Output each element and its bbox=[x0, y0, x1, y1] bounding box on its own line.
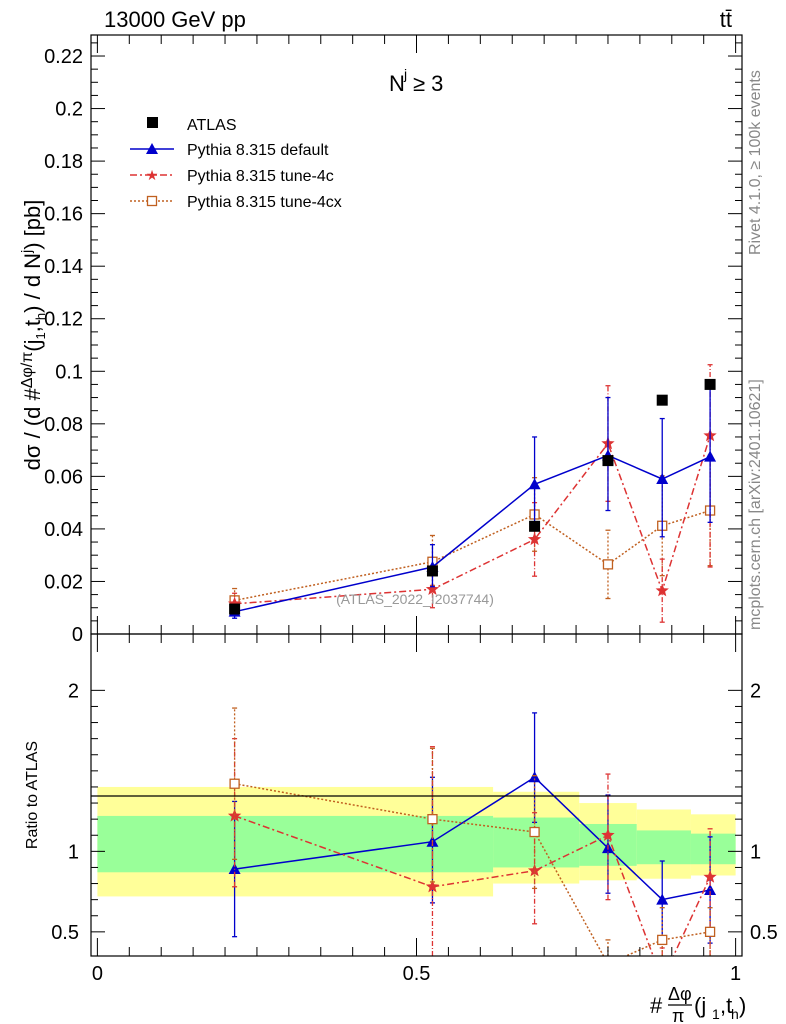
ratio-green-band bbox=[636, 830, 691, 865]
main-mc-1-point bbox=[528, 478, 541, 490]
main-y-tick-label: 0.04 bbox=[44, 519, 83, 541]
ratio-y-axis-label: Ratio to ATLAS bbox=[24, 741, 41, 849]
ratio-mc-2-point bbox=[704, 926, 716, 937]
ratio-axes: 0.5 0.5 1 1 2 2 0 0.5 1 bbox=[51, 634, 778, 985]
main-y-tick-label: 0.06 bbox=[44, 466, 83, 488]
header-process-label: tt̄ bbox=[720, 7, 732, 32]
ratio-mc-0-point bbox=[228, 863, 241, 875]
main-atlas-point bbox=[529, 520, 541, 532]
ratio-mc-2-series bbox=[229, 707, 716, 956]
legend-label-tune-4c: Pythia 8.315 tune-4c bbox=[187, 168, 334, 185]
ratio-mc-2-point bbox=[529, 826, 540, 838]
ratio-mc-0-line bbox=[234, 776, 711, 901]
x-tick-label: 0 bbox=[92, 963, 103, 985]
main-y-tick-label: 0.2 bbox=[55, 99, 83, 121]
ratio-green-band bbox=[493, 817, 580, 868]
main-mc-2-point bbox=[655, 583, 669, 597]
legend: ATLAS Pythia 8.315 default ★ Pythia 8.31… bbox=[130, 117, 342, 211]
main-y-tick-label: 0.08 bbox=[44, 414, 83, 436]
mcplots-reference-label: mcplots.cern.ch [arXiv:2401.10621] bbox=[747, 379, 764, 630]
rivet-version-label: Rivet 4.1.0, ≥ 100k events bbox=[747, 70, 764, 255]
main-mc-2-series bbox=[227, 364, 717, 623]
main-y-tick-label: 0.02 bbox=[44, 571, 83, 593]
x-tick-label: 0.5 bbox=[403, 963, 431, 985]
main-atlas-point bbox=[426, 565, 438, 577]
main-mc-2-point bbox=[425, 582, 440, 595]
ratio-y-tick-label-right: 2 bbox=[750, 680, 761, 702]
main-mc-3-point bbox=[602, 559, 614, 570]
svg-text:h: h bbox=[731, 1006, 739, 1022]
ratio-mc-2-point bbox=[427, 814, 438, 825]
ratio-y-tick-label-right: 0.5 bbox=[750, 922, 778, 944]
main-atlas-point bbox=[704, 378, 716, 390]
legend-label-atlas: ATLAS bbox=[187, 117, 237, 134]
ratio-mc-1-point bbox=[425, 879, 440, 893]
main-y-tick-label: 0.14 bbox=[44, 256, 83, 278]
main-y-tick-label: 0.22 bbox=[44, 46, 83, 68]
ratio-y-tick-label: 2 bbox=[68, 680, 79, 702]
svg-text:(j: (j bbox=[694, 993, 706, 1018]
ratio-y-tick-label-right: 1 bbox=[750, 841, 761, 863]
ratio-y-tick-label: 1 bbox=[68, 841, 79, 863]
main-atlas-series bbox=[229, 378, 716, 615]
ratio-y-tick-label: 0.5 bbox=[51, 922, 79, 944]
svg-text:≥ 3: ≥ 3 bbox=[413, 71, 443, 96]
svg-text:,t: ,t bbox=[720, 993, 732, 1018]
main-y-tick-label: 0.18 bbox=[44, 151, 83, 173]
legend-entry-atlas: ATLAS bbox=[147, 117, 237, 134]
main-atlas-point bbox=[229, 603, 241, 615]
svg-text:★: ★ bbox=[146, 167, 159, 183]
ratio-green-band bbox=[97, 815, 494, 873]
ratio-mc-0-point bbox=[704, 883, 717, 895]
main-mc-2-line bbox=[234, 435, 711, 605]
header-energy-label: 13000 GeV pp bbox=[104, 7, 246, 32]
svg-text:π: π bbox=[672, 1006, 684, 1024]
ratio-uncertainty-bands bbox=[97, 786, 736, 897]
main-y-tick-label: 0.12 bbox=[44, 309, 83, 331]
x-tick-label: 1 bbox=[730, 963, 741, 985]
main-atlas-point bbox=[656, 394, 668, 406]
legend-label-tune-4cx: Pythia 8.315 tune-4cx bbox=[187, 194, 342, 211]
main-mc-1-point bbox=[704, 450, 717, 462]
svg-text:): ) bbox=[739, 993, 746, 1018]
ratio-green-band bbox=[690, 833, 736, 865]
legend-entry-tune-4cx: Pythia 8.315 tune-4cx bbox=[130, 194, 342, 211]
svg-text:j: j bbox=[403, 66, 407, 82]
ratio-mc-1-point bbox=[703, 870, 717, 883]
svg-text:Δφ: Δφ bbox=[668, 984, 692, 1004]
main-atlas-point bbox=[602, 455, 614, 467]
main-axes: 0 0.02 0.04 0.06 0.08 0.1 0.12 0.14 0.16 0.18 0.2 0… bbox=[44, 35, 742, 646]
main-y-tick-label: 0.16 bbox=[44, 204, 83, 226]
svg-text:1: 1 bbox=[712, 1006, 720, 1022]
analysis-watermark: (ATLAS_2022_I2037744) bbox=[336, 591, 494, 607]
ratio-mc-1-point bbox=[601, 828, 615, 841]
main-mc-3-line bbox=[234, 509, 711, 602]
ratio-mc-0-point bbox=[656, 893, 669, 905]
legend-label-default: Pythia 8.315 default bbox=[187, 142, 329, 159]
svg-text:dσ / (d #Δφ/π(j1,th) / d Nj) [: dσ / (d #Δφ/π(j1,th) / d Nj) [pb] bbox=[18, 200, 48, 471]
main-series-layer bbox=[227, 364, 717, 623]
chart-title: N j ≥ 3 bbox=[389, 66, 443, 96]
main-y-axis-label: dσ / (d #Δφ/π(j1,th) / d Nj) [pb] bbox=[18, 200, 48, 471]
main-mc-1-point bbox=[656, 472, 669, 484]
ratio-mc-1-point bbox=[527, 863, 542, 877]
svg-text:N: N bbox=[389, 71, 405, 96]
ratio-mc-0-point bbox=[528, 771, 541, 783]
main-y-tick-label: 0 bbox=[72, 624, 83, 646]
ratio-series-layer bbox=[227, 707, 717, 956]
legend-entry-tune-4c: ★ Pythia 8.315 tune-4c bbox=[130, 167, 334, 185]
main-mc-2-point bbox=[527, 532, 542, 546]
main-mc-1-line bbox=[234, 454, 711, 613]
main-mc-1-series bbox=[228, 385, 717, 619]
x-axis-label: # Δφ π (j 1 ,t h ) bbox=[650, 984, 746, 1024]
svg-text:#: # bbox=[650, 993, 663, 1018]
ratio-mc-1-line bbox=[234, 815, 711, 956]
ratio-mc-2-point bbox=[229, 778, 240, 789]
legend-entry-default: Pythia 8.315 default bbox=[130, 142, 329, 159]
main-y-tick-label: 0.1 bbox=[55, 361, 83, 383]
main-mc-2-point bbox=[227, 596, 242, 610]
ratio-mc-2-point bbox=[657, 934, 668, 946]
